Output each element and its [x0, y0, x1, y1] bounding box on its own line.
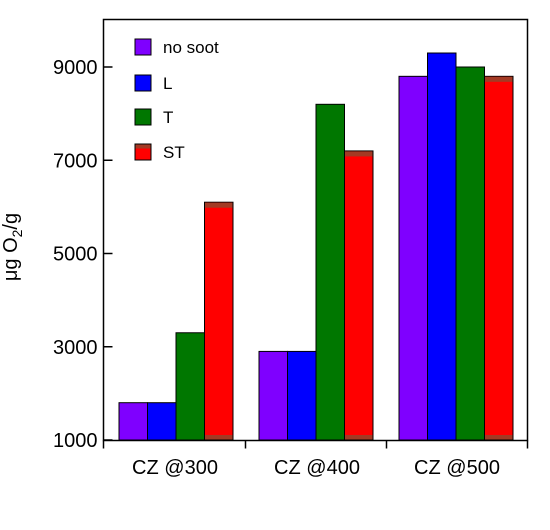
bar-no-soot-1: [118, 402, 148, 441]
y-axis-ticks: 1000 3000 5000 7000 9000: [53, 57, 113, 452]
y-tick-label: 7000: [53, 150, 98, 172]
bar-t-3: [455, 66, 485, 441]
bar-t-2: [315, 103, 345, 441]
bar-l-1: [147, 402, 177, 441]
y-tick-label: 5000: [53, 244, 98, 266]
x-axis-ticks: CZ @300 CZ @400 CZ @500: [102, 440, 529, 479]
legend-swatch-t: [134, 108, 152, 126]
bar-bottom-shade-st-3: [485, 435, 513, 440]
y-axis-label-subscript: 2: [9, 229, 25, 237]
plot-frame: [102, 18, 529, 442]
legend-label-no-soot: no soot: [163, 38, 219, 57]
bar-bottom-shade-st-1: [205, 435, 233, 440]
legend-swatch-shade: [135, 144, 151, 149]
legend-label-l: L: [163, 74, 172, 93]
bar-no-soot-2: [258, 350, 288, 441]
legend-label-t: T: [163, 108, 173, 127]
y-tick-label: 3000: [53, 337, 98, 359]
legend: no soot LT ST: [134, 38, 219, 162]
bar-l-2: [287, 350, 317, 441]
bar-t-1: [175, 332, 205, 441]
bar-top-shade-st-3: [485, 76, 513, 82]
y-axis-label-unit: /g: [0, 213, 22, 230]
y-tick-label: 1000: [53, 430, 98, 452]
x-tick-label: CZ @400: [274, 457, 360, 479]
x-tick-label: CZ @500: [414, 457, 500, 479]
y-tick-label: 9000: [53, 57, 98, 79]
bar-st-2: [344, 150, 374, 441]
legend-swatch-no-soot: [134, 38, 152, 56]
y-axis-label-text: μg O: [0, 237, 22, 281]
legend-swatch-l: [134, 74, 152, 92]
bar-st-3: [484, 75, 514, 441]
bar-l-3: [427, 52, 457, 441]
legend-label-st: ST: [163, 143, 185, 162]
bar-top-shade-st-1: [205, 202, 233, 208]
bar-top-shade-st-2: [345, 151, 373, 157]
bar-no-soot-3: [398, 75, 428, 441]
x-tick-label: CZ @300: [132, 457, 218, 479]
y-axis-label: μg O2/g: [0, 213, 25, 281]
bar-bottom-shade-st-2: [345, 435, 373, 440]
plot-area: [118, 52, 514, 441]
bar-st-1: [204, 201, 234, 441]
